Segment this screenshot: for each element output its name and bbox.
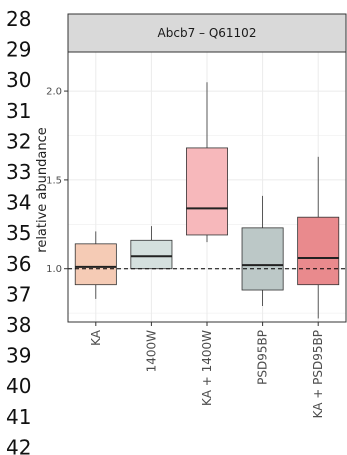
box-body	[130, 239, 173, 270]
y-tick-label: 2.0	[46, 87, 62, 98]
line-number: 33	[6, 160, 31, 184]
y-tick-label: 1.0	[46, 264, 62, 275]
box-1400w	[130, 226, 173, 270]
box-ka-psd95bp	[297, 156, 340, 319]
line-number: 30	[6, 68, 31, 92]
box-body	[74, 243, 117, 286]
box-ka	[74, 231, 117, 299]
y-axis-label: relative abundance	[35, 127, 50, 252]
x-tick-label: KA + PSD95BP	[311, 330, 325, 418]
x-tick-label: PSD95BP	[256, 330, 270, 385]
box-series	[67, 51, 347, 323]
line-number: 28	[6, 7, 31, 31]
x-axis: KA 1400W KA + 1400W PSD95BP KA + PSD95BP	[89, 322, 325, 418]
facet-title: Abcb7 – Q61102	[158, 26, 257, 40]
box-body	[297, 216, 340, 286]
line-number: 38	[6, 313, 31, 337]
line-number: 29	[6, 38, 31, 62]
box-psd95bp	[241, 195, 284, 307]
y-tick-label: 1.5	[46, 175, 62, 186]
line-number: 32	[6, 129, 31, 153]
line-number: 31	[6, 99, 31, 123]
box-ka-1400w	[186, 82, 228, 243]
line-number: 39	[6, 344, 31, 368]
x-tick-label: KA	[89, 329, 103, 346]
box-body	[186, 147, 228, 236]
box-body	[241, 227, 284, 291]
line-number: 35	[6, 221, 31, 245]
line-number: 40	[6, 374, 31, 398]
line-number: 42	[6, 435, 31, 455]
facet-strip	[67, 13, 347, 53]
line-number: 37	[6, 282, 31, 306]
line-number: 41	[6, 405, 31, 429]
line-number-column: 28 29 30 31 32 33 34 35 36 37 38 39 40 41 42	[6, 7, 31, 455]
line-number: 34	[6, 191, 31, 215]
line-number: 36	[6, 252, 31, 276]
x-tick-label: 1400W	[144, 330, 158, 373]
y-axis: 1.0 1.5 2.0	[46, 87, 68, 275]
x-tick-label: KA + 1400W	[200, 330, 214, 406]
